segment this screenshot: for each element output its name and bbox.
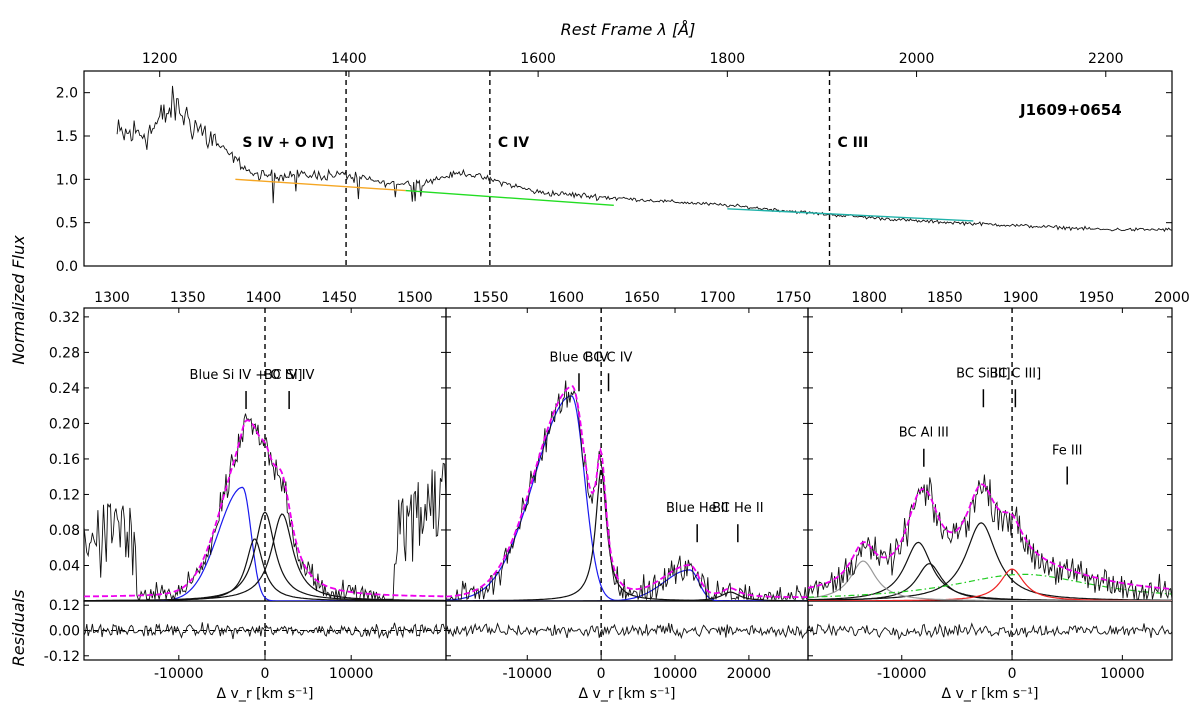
residuals-axis-label: Residuals <box>9 590 28 667</box>
y-tick-label: 0.0 <box>56 259 78 275</box>
component-annotation: BC C III] <box>990 366 1042 381</box>
panel-x-axis-label: Δ v_r [km s⁻¹] <box>942 686 1039 702</box>
wavelength-tick-label: 1600 <box>548 290 584 306</box>
figure-title: Rest Frame λ [Å] <box>561 20 696 39</box>
component-profile <box>446 591 808 601</box>
wavelength-tick-label: 1700 <box>700 290 736 306</box>
panel-y-tick-label: 0.24 <box>49 381 80 397</box>
panel-y-tick-label: 0.16 <box>49 452 80 468</box>
total-fit <box>84 419 446 598</box>
component-annotation: BC Si IV <box>264 368 315 383</box>
panel-x-tick-label: 10000 <box>329 666 374 682</box>
wavelength-tick-label: 1500 <box>397 290 433 306</box>
continuum-segment <box>727 208 974 222</box>
top-tick-label: 2200 <box>1088 51 1124 67</box>
bottom-panel-2: -10000 0 10000 20000 Δ v_r [km s⁻¹] Blue C IV… <box>445 307 809 702</box>
residual-y-tick-label: -0.12 <box>44 649 80 665</box>
panel-x-tick-label: -10000 <box>502 666 552 682</box>
panel-y-tick-label: 0.28 <box>49 345 80 361</box>
panel-y-tick-label: 0.08 <box>49 523 80 539</box>
residual-y-tick-label: 0.12 <box>49 598 80 614</box>
residual-line <box>83 622 447 640</box>
component-profile <box>84 486 446 601</box>
panel-x-tick-label: -10000 <box>154 666 204 682</box>
component-profile <box>446 569 808 601</box>
line-marker-label: C III <box>838 135 869 151</box>
y-tick-label: 2.0 <box>56 86 78 102</box>
panel-y-tick-label: 0.12 <box>49 487 80 503</box>
wavelength-tick-label: 1850 <box>927 290 963 306</box>
panel-x-tick-label: 0 <box>261 666 270 682</box>
component-annotation: BC Al III <box>899 426 949 441</box>
panel-x-tick-label: 10000 <box>1100 666 1145 682</box>
line-marker-label: C IV <box>498 135 529 151</box>
component-annotation: BC C IV <box>585 350 633 365</box>
residual-frame <box>807 600 1173 661</box>
wavelength-tick-label: 1800 <box>851 290 887 306</box>
component-profile <box>808 573 1172 598</box>
top-tick-label: 2000 <box>899 51 935 67</box>
bottom-wavelength-axis: 1300 1350 1400 1450 1500 1550 1600 1650 1700 1750… <box>94 290 1190 306</box>
component-annotation: BC He II <box>712 501 763 516</box>
panel-x-tick-label: 0 <box>1008 666 1017 682</box>
top-tick-label: 1600 <box>520 51 556 67</box>
component-profile <box>446 395 808 601</box>
residual-line <box>807 622 1173 641</box>
component-profile <box>84 538 446 601</box>
y-tick-label: 0.5 <box>56 216 78 232</box>
bottom-panels: 0.04 0.08 0.12 0.16 0.20 0.24 0.28 0.32 0.12 0.00… <box>44 307 1173 702</box>
y-tick-label: 1.0 <box>56 172 78 188</box>
panel-x-tick-label: 0 <box>597 666 606 682</box>
bottom-panel-1: 0.04 0.08 0.12 0.16 0.20 0.24 0.28 0.32 0.12 0.00… <box>44 307 447 702</box>
wavelength-tick-label: 1750 <box>776 290 812 306</box>
wavelength-tick-label: 1950 <box>1078 290 1114 306</box>
top-tick-label: 1200 <box>142 51 178 67</box>
top-tick-label: 1800 <box>710 51 746 67</box>
panel-x-tick-label: 10000 <box>653 666 698 682</box>
line-marker-label: S IV + O IV] <box>242 135 334 151</box>
wavelength-tick-label: 1300 <box>94 290 130 306</box>
wavelength-tick-label: 1550 <box>473 290 509 306</box>
y-tick-label: 1.5 <box>56 129 78 145</box>
component-profile <box>808 560 1172 601</box>
bottom-panel-3: -10000 0 10000 Δ v_r [km s⁻¹] BC Si III]BC C… <box>807 307 1173 702</box>
observed-spectrum <box>446 380 808 601</box>
panel-x-axis-label: Δ v_r [km s⁻¹] <box>579 686 676 702</box>
panel-y-tick-label: 0.20 <box>49 416 80 432</box>
panel-y-tick-label: 0.32 <box>49 310 80 326</box>
component-annotation: Blue C IV <box>550 350 609 365</box>
component-annotation: Fe III <box>1052 444 1082 459</box>
top-tick-label: 1400 <box>331 51 367 67</box>
wavelength-tick-label: 1650 <box>624 290 660 306</box>
panel-frame <box>807 307 1173 602</box>
spectrum-line <box>116 85 1172 233</box>
continuum-segment <box>405 189 614 207</box>
component-annotation: Blue He II <box>666 501 728 516</box>
total-fit <box>446 385 808 598</box>
wavelength-tick-label: 1900 <box>1003 290 1039 306</box>
panel-x-tick-label: 20000 <box>727 666 772 682</box>
wavelength-tick-label: 1400 <box>246 290 282 306</box>
component-annotation: Blue Si IV + O IV] <box>190 368 303 383</box>
wavelength-tick-label: 1350 <box>170 290 206 306</box>
wavelength-tick-label: 2000 <box>1154 290 1190 306</box>
observed-spectrum <box>808 474 1172 600</box>
residual-y-tick-label: 0.00 <box>49 624 80 640</box>
observed-spectrum <box>84 413 446 601</box>
wavelength-tick-label: 1450 <box>321 290 357 306</box>
panel-x-axis-label: Δ v_r [km s⁻¹] <box>217 686 314 702</box>
panel-x-tick-label: -10000 <box>877 666 927 682</box>
top-spectrum-panel: 1200 1400 1600 1800 2000 2200 0.0 0.5 1.0 1.5 2.0 S… <box>56 51 1173 275</box>
continuum-segment <box>235 178 406 192</box>
y-axis-label: Normalized Flux <box>9 235 28 365</box>
top-panel-frame <box>83 70 1173 267</box>
total-fit <box>808 483 1172 590</box>
residual-line <box>445 622 809 640</box>
component-annotation: BC Si III] <box>956 366 1010 381</box>
component-profile <box>808 522 1172 601</box>
object-name: J1609+0654 <box>1019 101 1122 119</box>
panel-y-tick-label: 0.04 <box>49 558 80 574</box>
